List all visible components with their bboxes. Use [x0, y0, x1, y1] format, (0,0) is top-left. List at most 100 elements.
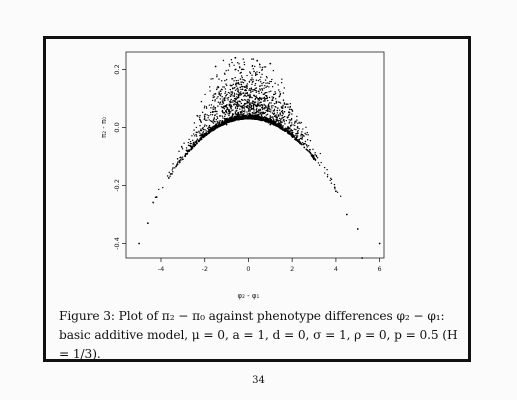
- scatter-point: [261, 69, 263, 71]
- scatter-point: [200, 128, 202, 130]
- scatter-point: [244, 94, 246, 96]
- scatter-point: [282, 106, 284, 108]
- scatter-point: [266, 85, 268, 87]
- scatter-point: [235, 110, 238, 112]
- scatter-point: [265, 106, 267, 108]
- scatter-point: [261, 97, 263, 99]
- scatter-point: [268, 82, 271, 85]
- scatter-point: [229, 95, 232, 97]
- scatter-point: [230, 85, 232, 87]
- scatter-point: [262, 100, 265, 102]
- scatter-point: [225, 105, 227, 107]
- scatter-point: [281, 117, 283, 119]
- scatter-point: [284, 123, 286, 125]
- scatter-point: [272, 97, 274, 100]
- scatter-point: [272, 105, 274, 107]
- scatter-point: [261, 82, 263, 85]
- scatter-point: [264, 107, 266, 109]
- scatter-point: [279, 112, 282, 114]
- scatter-point: [218, 120, 220, 122]
- scatter-point: [188, 138, 190, 141]
- scatter-point: [166, 175, 169, 177]
- scatter-point: [248, 89, 250, 91]
- scatter-point: [243, 99, 246, 101]
- scatter-point: [284, 103, 286, 105]
- scatter-point: [334, 188, 336, 190]
- scatter-point: [189, 140, 192, 143]
- scatter-point: [228, 109, 231, 111]
- scatter-point: [230, 93, 232, 96]
- scatter-point: [239, 113, 241, 116]
- scatter-point: [237, 112, 240, 115]
- scatter-point: [273, 110, 275, 112]
- scatter-point: [216, 74, 218, 76]
- scatter-point: [244, 117, 247, 119]
- scatter-point: [222, 122, 225, 125]
- scatter-point: [253, 101, 255, 104]
- scatter-point: [282, 99, 285, 101]
- scatter-point: [214, 114, 216, 116]
- scatter-point: [293, 136, 296, 138]
- scatter-point: [256, 73, 258, 76]
- scatter-point: [281, 109, 284, 112]
- scatter-point: [204, 119, 207, 121]
- figure-frame: [43, 36, 471, 362]
- scatter-point: [253, 110, 255, 112]
- scatter-point: [251, 88, 253, 91]
- scatter-point: [232, 83, 235, 86]
- scatter-point: [246, 83, 249, 85]
- scatter-point: [196, 139, 198, 142]
- scatter-point: [241, 88, 244, 91]
- scatter-point: [326, 174, 329, 176]
- scatter-point: [217, 101, 220, 103]
- scatter-point: [205, 106, 208, 108]
- scatter-point: [188, 150, 191, 152]
- scatter-point: [264, 79, 267, 81]
- scatter-point: [249, 117, 251, 120]
- scatter-point: [202, 128, 205, 131]
- scatter-point: [291, 132, 293, 134]
- scatter-point: [269, 123, 272, 126]
- scatter-point: [252, 78, 254, 81]
- x-tick-label: 2: [290, 265, 294, 273]
- scatter-point: [259, 66, 261, 68]
- scatter-point: [241, 107, 244, 109]
- scatter-point: [252, 108, 254, 110]
- scatter-point: [251, 74, 253, 76]
- scatter-point: [255, 96, 258, 99]
- scatter-point: [287, 126, 289, 129]
- scatter-point: [259, 85, 261, 87]
- scatter-point: [272, 122, 274, 124]
- scatter-point: [267, 104, 270, 107]
- scatter-point: [285, 119, 288, 122]
- scatter-point: [238, 117, 240, 119]
- scatter-point: [282, 92, 285, 94]
- scatter-point: [210, 107, 212, 109]
- scatter-point: [280, 106, 283, 108]
- scatter-point: [303, 142, 306, 145]
- scatter-point: [312, 148, 314, 151]
- scatter-point: [184, 155, 186, 157]
- scatter-point: [223, 108, 226, 110]
- scatter-point: [303, 135, 305, 137]
- scatter-point: [251, 107, 253, 110]
- scatter-point: [214, 108, 216, 110]
- scatter-point: [221, 121, 224, 123]
- scatter-point: [187, 141, 190, 144]
- scatter-point: [251, 77, 253, 79]
- scatter-point: [230, 98, 232, 101]
- scatter-point: [233, 94, 236, 96]
- scatter-point: [200, 135, 202, 137]
- scatter-point: [193, 135, 196, 137]
- scatter-point: [200, 100, 203, 103]
- scatter-point: [290, 117, 293, 120]
- scatter-point: [225, 69, 227, 72]
- scatter-point: [202, 134, 205, 137]
- scatter-point: [214, 92, 217, 95]
- scatter-point: [244, 89, 247, 91]
- scatter-point: [274, 124, 277, 127]
- scatter-point: [207, 130, 209, 133]
- scatter-point: [249, 72, 252, 74]
- scatter-point: [291, 122, 293, 124]
- scatter-point: [248, 100, 250, 103]
